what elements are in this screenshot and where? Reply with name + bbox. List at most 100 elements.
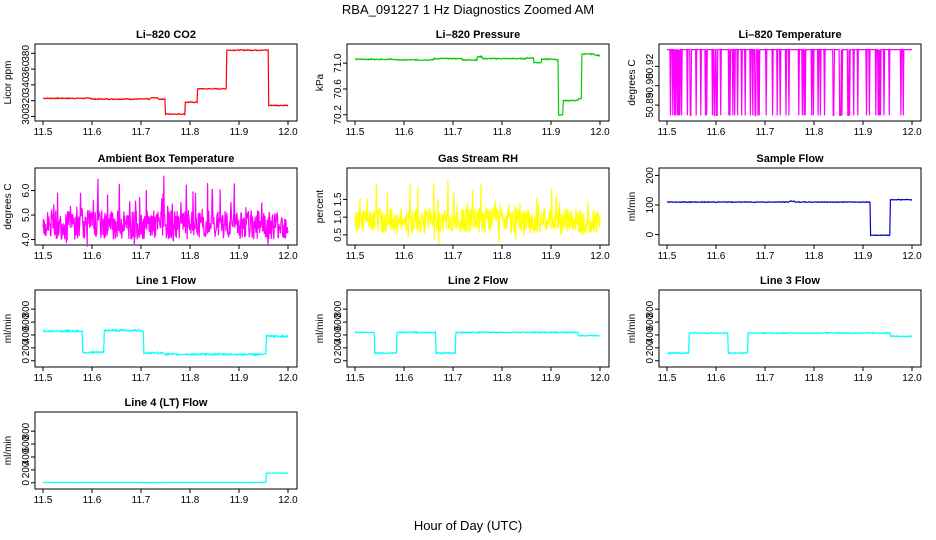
panel-title: Line 1 Flow [136,275,196,287]
x-tick-label: 11.8 [493,373,512,384]
x-tick-label: 11.9 [230,127,249,138]
chart-panel-temperature: Li–820 Temperature 11.5 11.6 11.7 11.8 11.9 12… [627,29,922,138]
y-tick-label: 800 [645,300,656,317]
x-tick-label: 11.5 [346,251,365,262]
series-line-line1 [42,328,289,357]
y-tick-label: 0 [645,231,656,237]
plot-frame [346,43,610,122]
y-axis-label: degrees C [627,59,638,105]
y-tick-label: 5.0 [21,208,32,222]
x-tick-label: 11.8 [181,495,200,506]
chart-panel-co2: Li–820 CO2 11.5 11.6 11.7 11.8 11.9 12.0 300320… [3,29,298,138]
x-tick-label: 12.0 [278,127,298,138]
x-tick-label: 11.9 [230,495,249,506]
y-axis-label: ml/min [627,192,638,221]
y-tick-label: 400 [645,326,656,343]
chart-panel-line3: Line 3 Flow 11.5 11.6 11.7 11.8 11.9 12.0 0 2004… [627,275,922,384]
y-tick-label: 320 [21,92,32,109]
plot-frame [34,411,298,490]
series-line-line2 [354,330,600,355]
panel-title: Line 2 Flow [448,275,508,287]
x-tick-label: 11.9 [854,127,873,138]
y-tick-label: 800 [333,300,344,317]
x-tick-label: 11.5 [34,251,53,262]
y-axis-label: Licor ppm [3,61,14,105]
chart-panel-line2: Line 2 Flow 11.5 11.6 11.7 11.8 11.9 12.0 0 2004… [315,275,610,384]
y-tick-label: 300 [21,108,32,125]
y-tick-label: 600 [21,435,32,452]
x-tick-label: 11.9 [542,251,561,262]
x-tick-label: 11.5 [346,127,365,138]
x-tick-label: 11.7 [444,373,463,384]
plot-frame [34,167,298,246]
y-axis-label: ml/min [315,314,326,343]
plot-frame [346,167,610,246]
y-tick-label: 380 [21,45,32,62]
y-tick-label: 0.5 [333,228,344,242]
x-tick-label: 12.0 [590,127,610,138]
y-tick-label: 70.2 [333,105,344,125]
x-tick-label: 11.5 [34,495,53,506]
x-tick-label: 12.0 [590,373,610,384]
x-tick-label: 11.7 [132,495,151,506]
panel-title: Gas Stream RH [438,153,518,165]
y-tick-label: 70.6 [333,79,344,99]
series-line-co2 [42,48,289,117]
y-tick-label: 0 [645,358,656,364]
y-tick-label: 600 [645,313,656,330]
y-tick-label: 600 [333,313,344,330]
y-axis-label: ml/min [627,314,638,343]
x-tick-label: 12.0 [278,495,298,506]
panel-title: Sample Flow [756,153,824,165]
plot-frame [658,43,922,122]
x-tick-label: 11.6 [395,373,414,384]
series-line-rh [354,180,601,245]
y-tick-label: 200 [645,167,656,184]
panel-title: Li–820 Pressure [436,29,520,41]
y-tick-label: 600 [21,313,32,330]
y-tick-label: 50.90 [645,73,656,98]
panel-title: Ambient Box Temperature [98,153,235,165]
x-tick-label: 11.5 [346,373,365,384]
x-tick-label: 12.0 [278,373,298,384]
x-tick-label: 11.5 [658,373,677,384]
x-tick-label: 11.5 [658,127,677,138]
y-tick-label: 200 [645,339,656,356]
y-axis-label: degrees C [3,183,14,229]
chart-panel-ambient: Ambient Box Temperature 11.5 11.6 11.7 11.8 1… [3,153,298,262]
y-tick-label: 0 [333,358,344,364]
x-tick-label: 11.7 [132,127,151,138]
x-tick-label: 11.7 [756,373,775,384]
x-tick-label: 11.5 [34,373,53,384]
page-title: RBA_091227 1 Hz Diagnostics Zoomed AM [341,2,595,17]
y-axis-label: kPa [315,73,326,91]
panel-title: Li–820 Temperature [738,29,841,41]
x-tick-label: 11.6 [83,127,102,138]
y-tick-label: 340 [21,76,32,93]
x-tick-label: 11.9 [230,373,249,384]
y-tick-label: 0 [21,480,32,486]
y-tick-label: 400 [333,326,344,343]
x-tick-label: 11.9 [542,373,561,384]
y-tick-label: 200 [333,339,344,356]
panel-title: Li–820 CO2 [136,29,196,41]
chart-panel-rh: Gas Stream RH 11.5 11.6 11.7 11.8 11.9 12.0 0.5… [315,153,610,262]
y-tick-label: 360 [21,60,32,77]
y-tick-label: 50.89 [645,92,656,117]
x-tick-label: 11.7 [444,127,463,138]
x-tick-label: 11.5 [658,251,677,262]
series-line-line4 [43,472,289,484]
x-tick-label: 11.6 [83,495,102,506]
y-tick-label: 400 [21,448,32,465]
y-axis-label: ml/min [3,436,14,465]
x-axis-caption: Hour of Day (UTC) [413,518,523,533]
x-tick-label: 11.9 [542,127,561,138]
series-line-ambient [42,175,289,247]
x-tick-label: 11.8 [805,251,824,262]
x-tick-label: 11.9 [230,251,249,262]
x-tick-label: 11.7 [756,127,775,138]
panel-title: Line 3 Flow [760,275,820,287]
panel-title: Line 4 (LT) Flow [125,397,208,409]
x-tick-label: 11.8 [181,127,200,138]
y-tick-label: 800 [21,300,32,317]
